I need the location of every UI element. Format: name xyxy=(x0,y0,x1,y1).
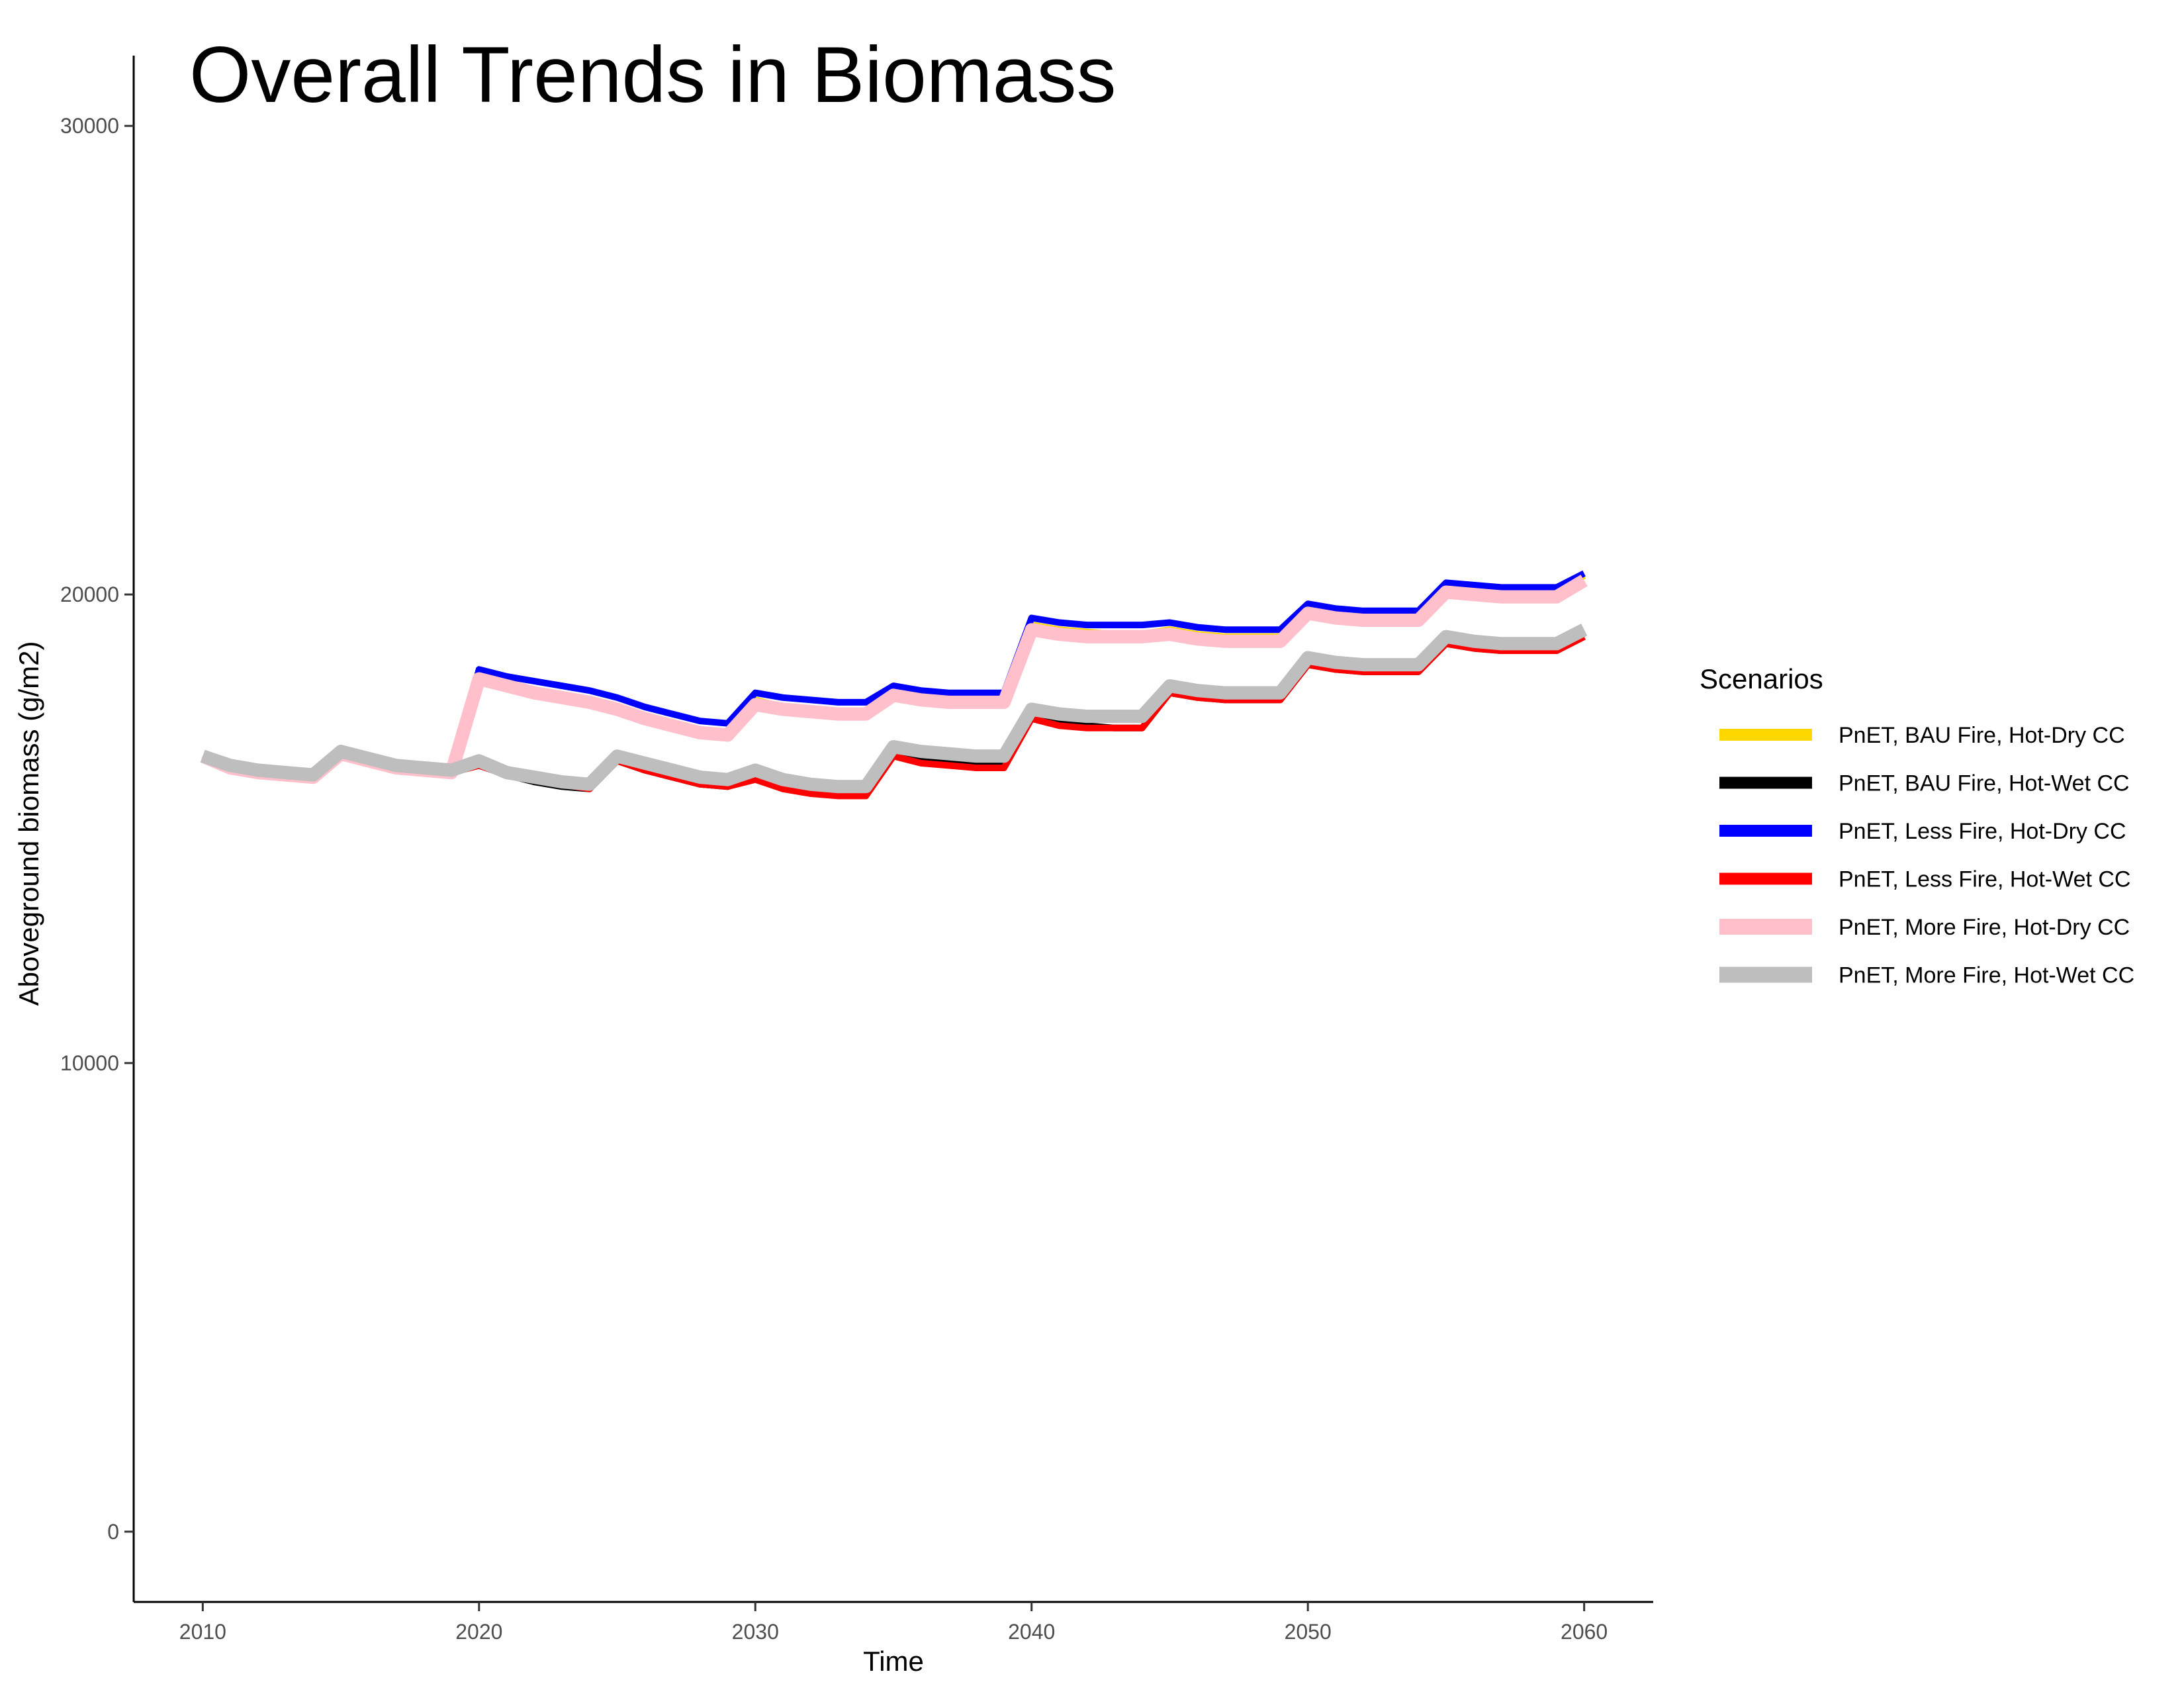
legend-label-5: PnET, More Fire, Hot-Dry CC xyxy=(1839,915,2130,940)
y-axis-title: Aboveground biomass (g/m2) xyxy=(13,641,44,1006)
legend-label-3: PnET, Less Fire, Hot-Dry CC xyxy=(1839,819,2126,844)
legend-title: Scenarios xyxy=(1700,663,1823,694)
x-axis-ticks: 2010 2020 2030 2040 2050 2060 xyxy=(179,1602,1608,1644)
x-tick-label: 2050 xyxy=(1285,1620,1332,1644)
x-axis-title: Time xyxy=(863,1646,924,1677)
x-tick-label: 2010 xyxy=(179,1620,226,1644)
legend-label-1: PnET, BAU Fire, Hot-Dry CC xyxy=(1839,723,2125,748)
x-tick-label: 2040 xyxy=(1008,1620,1055,1644)
y-tick-label: 30000 xyxy=(60,114,119,138)
legend-label-2: PnET, BAU Fire, Hot-Wet CC xyxy=(1839,771,2130,796)
legend-label-6: PnET, More Fire, Hot-Wet CC xyxy=(1839,963,2134,988)
legend: Scenarios PnET, BAU Fire, Hot-Dry CC PnET… xyxy=(1700,663,2134,988)
plot-area xyxy=(200,570,1588,800)
x-tick-label: 2020 xyxy=(455,1620,502,1644)
x-tick-label: 2060 xyxy=(1561,1620,1608,1644)
y-axis-ticks: 0 10000 20000 30000 xyxy=(60,114,134,1544)
y-tick-label: 10000 xyxy=(60,1051,119,1075)
y-tick-label: 0 xyxy=(107,1520,119,1544)
y-tick-label: 20000 xyxy=(60,583,119,606)
legend-label-4: PnET, Less Fire, Hot-Wet CC xyxy=(1839,867,2131,892)
x-tick-label: 2030 xyxy=(732,1620,779,1644)
chart-title: Overall Trends in Biomass xyxy=(189,30,1116,119)
series-line-overlay-6 xyxy=(201,624,1588,794)
